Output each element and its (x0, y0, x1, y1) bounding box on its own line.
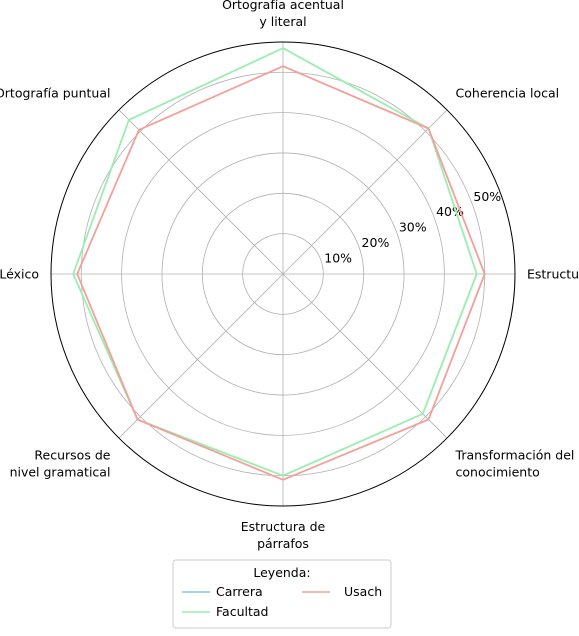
axis-label: Estructura (527, 267, 579, 282)
series-line-facultad (72, 47, 478, 477)
axis-label: Coherencia local (456, 85, 560, 100)
spoke-4 (118, 109, 284, 275)
spoke-6 (118, 273, 284, 439)
axis-label: Ortografía acentual y literal (222, 0, 344, 29)
radial-tick-label: 20% (362, 235, 390, 250)
axis-label: Estructura de párrafos (241, 519, 326, 551)
legend-frame (172, 559, 392, 629)
series-line-usach (76, 65, 486, 481)
axis-labels: Estructura Coherencia local Ortografía ace… (0, 0, 579, 551)
axis-label: Léxico (0, 267, 39, 282)
legend-label-carrera: Carrera (216, 584, 263, 599)
outer-frame (50, 41, 516, 507)
series-lines (72, 47, 486, 481)
legend: Leyenda: Carrera Facultad Usach (172, 559, 392, 629)
axis-label: Recursos de nivel gramatical (10, 448, 111, 480)
legend-label-facultad: Facultad (216, 604, 268, 619)
radial-tick-label: 50% (473, 189, 501, 204)
radial-tick-label: 10% (324, 251, 352, 266)
radial-tick-labels: 10%20%30%40%50% (324, 189, 501, 266)
axis-label: Ortografía puntual (0, 85, 110, 100)
legend-label-usach: Usach (344, 584, 382, 599)
axis-label: Transformación del conocimiento (455, 448, 575, 480)
spoke-8 (282, 273, 448, 439)
radar-grid (50, 41, 516, 507)
legend-title: Leyenda: (253, 565, 310, 580)
radial-tick-label: 30% (399, 220, 427, 235)
spoke-2 (282, 109, 448, 275)
